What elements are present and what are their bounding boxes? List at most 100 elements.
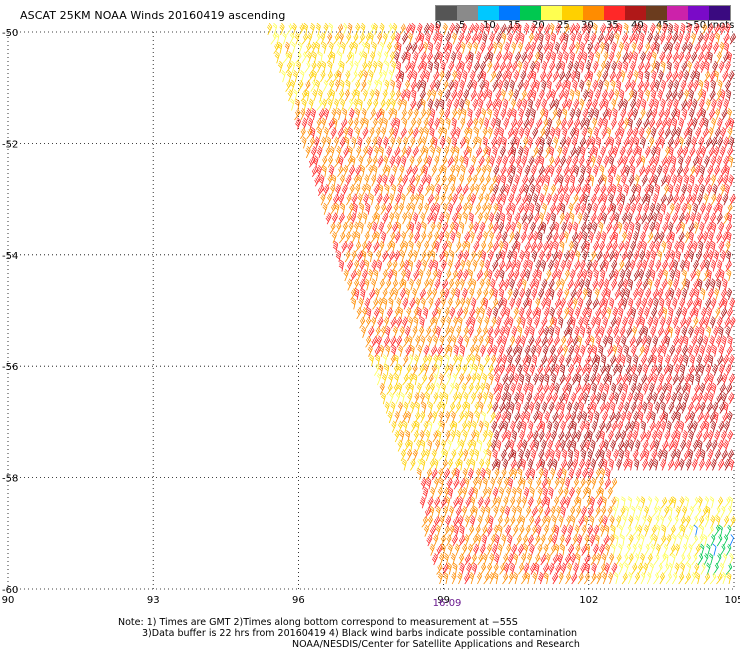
x-tick-label: 102 — [579, 595, 598, 606]
wind-barb — [315, 117, 322, 130]
barb-staff — [465, 36, 471, 45]
barb-feather — [366, 34, 370, 39]
barb-staff — [416, 140, 423, 149]
barb-feather — [361, 22, 366, 27]
barb-feather — [471, 23, 475, 28]
barb-staff — [393, 26, 398, 35]
barb-feather — [294, 36, 299, 40]
barb-staff — [676, 25, 679, 35]
barb-feather — [648, 34, 652, 39]
barb-feather — [661, 28, 666, 33]
barb-staff — [330, 25, 333, 35]
barb-feather — [617, 24, 622, 29]
wind-barb — [501, 32, 507, 45]
wind-barb — [656, 22, 662, 35]
wind-barb — [338, 89, 345, 102]
barb-staff — [710, 35, 715, 45]
x-tick-label: 93 — [147, 595, 160, 606]
wind-barb — [722, 70, 729, 83]
barb-staff — [333, 37, 340, 45]
wind-barb — [640, 108, 646, 121]
barb-feather — [571, 34, 576, 38]
wind-barb — [458, 32, 465, 45]
wind-barb — [500, 23, 507, 36]
wind-barb — [347, 22, 353, 35]
barb-staff — [644, 25, 648, 35]
barb-staff — [327, 36, 333, 45]
wind-barb — [567, 117, 574, 130]
barb-feather — [633, 26, 636, 31]
barb-staff — [352, 36, 359, 45]
barb-feather — [424, 26, 428, 31]
barb-staff — [651, 26, 656, 35]
barb-staff — [424, 26, 430, 35]
barb-feather — [322, 41, 327, 46]
wind-barb — [304, 61, 311, 73]
barb-feather — [461, 28, 465, 33]
wind-barb — [401, 108, 407, 121]
barb-staff — [399, 27, 406, 36]
barb-feather — [650, 26, 654, 31]
barb-feather — [501, 34, 506, 38]
barb-staff — [670, 25, 674, 35]
barb-feather — [603, 37, 607, 43]
barb-feather — [328, 22, 333, 27]
barb-staff — [679, 35, 684, 45]
legend-tick-label: 45 — [656, 20, 669, 31]
barb-feather — [401, 25, 405, 30]
barb-feather — [606, 34, 609, 39]
wind-barb — [294, 32, 300, 45]
barb-feather — [686, 28, 691, 33]
legend-tick-label: 5 — [459, 20, 466, 31]
wind-barb — [723, 32, 730, 45]
wind-barb — [544, 32, 551, 45]
barb-staff — [622, 36, 629, 45]
barb-staff — [345, 56, 352, 64]
wind-barb — [360, 80, 367, 92]
wind-barb — [623, 22, 629, 35]
barb-feather — [501, 26, 505, 32]
barb-feather — [347, 26, 352, 31]
wind-barb — [486, 61, 493, 73]
barb-feather — [482, 36, 487, 40]
barb-staff — [371, 35, 374, 45]
barb-feather — [343, 22, 348, 27]
wind-barb — [729, 32, 736, 45]
barb-feather — [637, 22, 642, 27]
wind-barb — [382, 89, 388, 102]
barb-staff — [547, 35, 551, 45]
barb-feather — [710, 34, 715, 39]
barb-staff — [650, 65, 657, 73]
barb-feather — [428, 28, 433, 33]
barb-feather — [586, 26, 591, 31]
legend-color-bar — [435, 5, 731, 21]
barb-feather — [662, 26, 667, 31]
barb-staff — [503, 35, 507, 45]
wind-barb — [617, 118, 625, 130]
barb-staff — [512, 26, 518, 35]
barb-feather — [481, 38, 486, 42]
y-tick-label: -54 — [2, 251, 18, 262]
barb-feather — [370, 25, 374, 30]
barb-staff — [616, 35, 620, 45]
barb-feather — [663, 22, 668, 27]
wind-barb — [506, 23, 513, 36]
barb-feather — [373, 22, 378, 27]
barb-feather — [606, 28, 610, 33]
wind-barb — [684, 51, 691, 64]
barb-feather — [546, 32, 551, 36]
barb-staff — [401, 112, 407, 121]
y-tick-label: -56 — [2, 362, 18, 373]
barb-feather — [563, 36, 568, 40]
barb-feather — [520, 32, 525, 36]
barb-staff — [279, 44, 283, 54]
wind-barb — [601, 127, 608, 140]
barb-feather — [391, 34, 395, 39]
barb-feather — [635, 32, 640, 37]
barb-feather — [640, 32, 645, 36]
barb-feather — [600, 28, 604, 33]
wind-barb — [282, 32, 287, 45]
barb-feather — [392, 24, 397, 29]
barb-feather — [317, 32, 321, 38]
barb-feather — [537, 28, 541, 33]
